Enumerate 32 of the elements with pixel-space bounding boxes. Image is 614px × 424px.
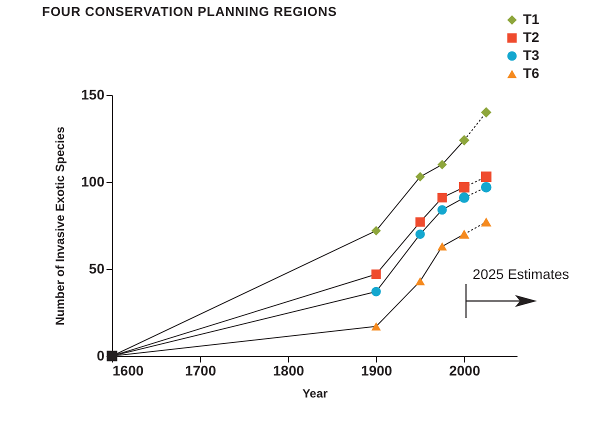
x-axis-title: Year	[302, 386, 328, 400]
y-axis-title: Number of Invasive Exotic Species	[53, 126, 68, 326]
legend-label: T2	[523, 29, 540, 45]
x-tick-label: 1800	[273, 362, 304, 378]
point	[371, 269, 381, 279]
point	[371, 322, 381, 331]
point	[371, 286, 381, 296]
x-tick-label: 1600	[112, 362, 144, 378]
point	[437, 205, 447, 215]
y-tick-label: 100	[81, 174, 105, 190]
y-tick-label: 50	[88, 260, 105, 276]
x-tick-label: 1900	[361, 362, 392, 378]
point	[480, 172, 492, 182]
point	[415, 172, 425, 182]
chart-title: FOUR CONSERVATION PLANNING REGIONS	[42, 4, 338, 19]
point	[437, 160, 447, 170]
point	[480, 182, 492, 192]
point	[437, 242, 447, 250]
point	[415, 229, 425, 239]
x-tick-label: 1700	[184, 362, 216, 378]
legend-label: T6	[523, 65, 540, 81]
point	[415, 217, 425, 227]
legend-label: T1	[523, 11, 540, 27]
point	[371, 226, 381, 236]
annotation: 2025 Estimates	[472, 266, 570, 282]
point	[415, 277, 425, 286]
point	[437, 192, 447, 202]
y-tick-label: 150	[81, 86, 105, 102]
legend-label: T3	[523, 47, 540, 63]
point	[480, 107, 492, 118]
x-tick-label: 2000	[449, 362, 480, 378]
y-tick-label: 0	[96, 348, 105, 364]
